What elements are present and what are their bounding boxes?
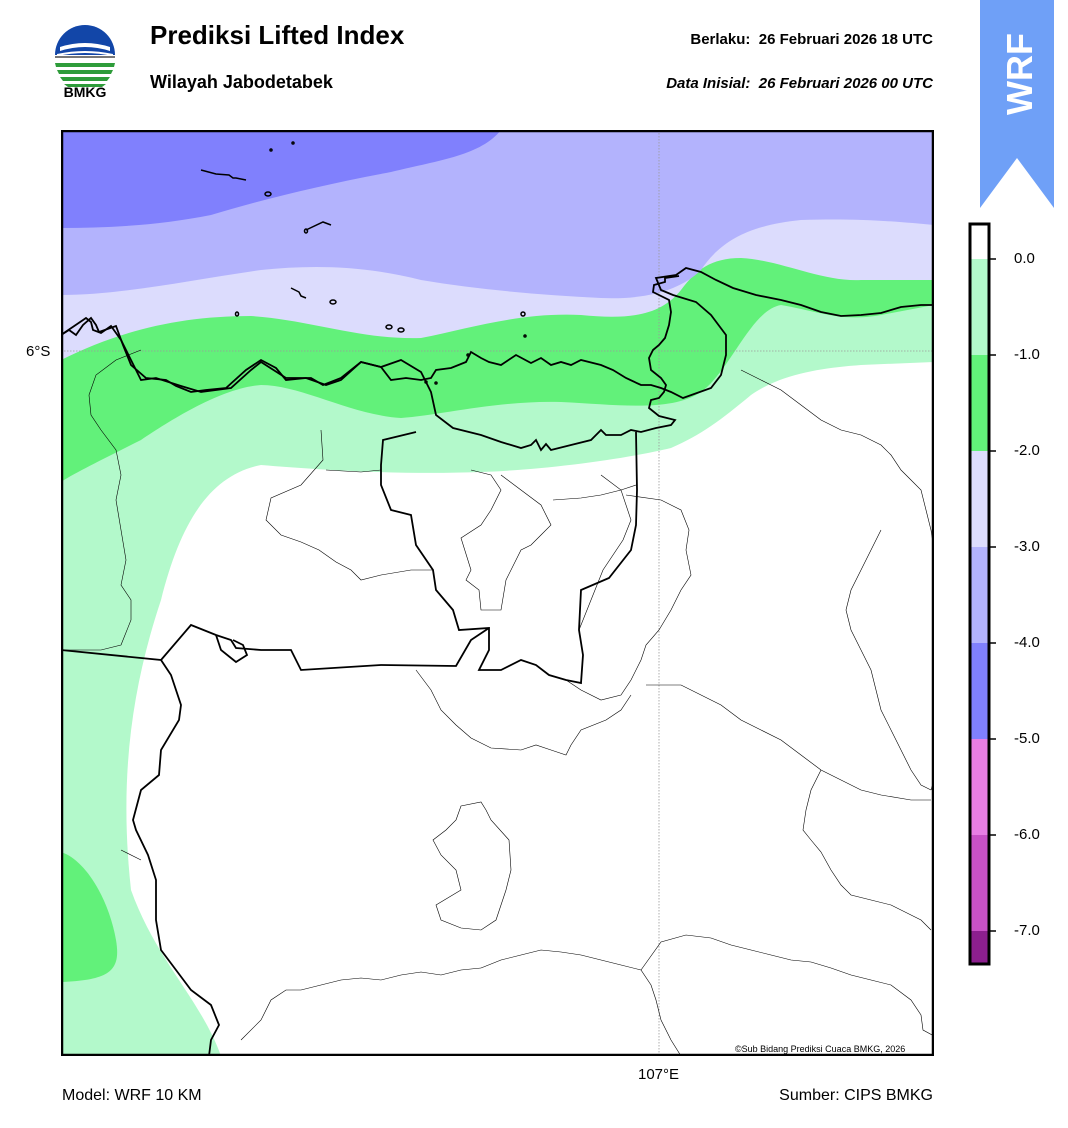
wrf-banner: WRF: [980, 0, 1054, 208]
valid-label: Berlaku:: [690, 31, 751, 48]
colorbar-ticks: [989, 258, 996, 932]
valid-time-row: Berlaku: 26 Februari 2026 18 UTC: [690, 31, 933, 48]
colorbar-segment: [970, 931, 989, 964]
source-label: Sumber: CIPS BMKG: [779, 1087, 933, 1104]
colorbar-label: -5.0: [1014, 730, 1040, 747]
colorbar-segment: [970, 643, 989, 739]
colorbar-segments: [970, 224, 989, 964]
colorbar-segment: [970, 451, 989, 547]
li-blob-green: [61, 852, 118, 982]
logo-text: BMKG: [63, 84, 107, 100]
colorbar-cap: [970, 224, 989, 259]
colorbar-label: -7.0: [1014, 922, 1040, 939]
lifted-index-map: [61, 130, 934, 1056]
colorbar: [968, 222, 996, 966]
colorbar-label: -3.0: [1014, 538, 1040, 555]
district-borders: [61, 349, 934, 1056]
colorbar-label: -6.0: [1014, 826, 1040, 843]
province-border: [61, 431, 638, 1056]
model-label: Model: WRF 10 KM: [62, 1087, 202, 1104]
coastline-north-java: [61, 275, 680, 452]
init-label: Data Inisial:: [666, 75, 751, 92]
latitude-label: 6°S: [26, 343, 51, 360]
colorbar-segment: [970, 835, 989, 931]
page-title: Prediksi Lifted Index: [150, 20, 405, 50]
init-time: 26 Februari 2026 00 UTC: [758, 75, 933, 92]
colorbar-label: -2.0: [1014, 442, 1040, 459]
coastline: [61, 267, 934, 399]
page-subtitle: Wilayah Jabodetabek: [150, 72, 333, 92]
colorbar-label: -4.0: [1014, 634, 1040, 651]
colorbar-segment: [970, 259, 989, 355]
bmkg-logo-icon: [55, 25, 115, 87]
copyright-text: ©Sub Bidang Prediksi Cuaca BMKG, 2026: [735, 1044, 906, 1054]
li-band-minus4-to-minus5: [61, 130, 501, 228]
colorbar-segment: [970, 355, 989, 451]
colorbar-segment: [970, 547, 989, 643]
colorbar-segment: [970, 739, 989, 835]
longitude-label: 107°E: [638, 1066, 680, 1083]
islands: [200, 141, 527, 385]
colorbar-label: -1.0: [1014, 346, 1040, 363]
valid-time: 26 Februari 2026 18 UTC: [758, 31, 933, 48]
wrf-banner-text: WRF: [999, 33, 1040, 115]
init-time-row: Data Inisial: 26 Februari 2026 00 UTC: [666, 75, 933, 92]
colorbar-label: 0.0: [1014, 250, 1035, 267]
